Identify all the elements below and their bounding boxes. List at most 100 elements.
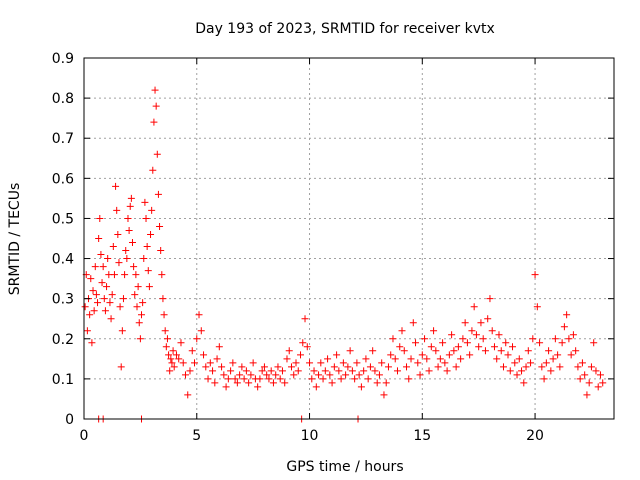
data-point <box>206 359 214 367</box>
data-point <box>371 367 379 375</box>
data-point <box>412 339 420 347</box>
x-tick-label: 15 <box>413 428 431 444</box>
data-point <box>202 363 210 371</box>
x-tick-label: 20 <box>526 428 544 444</box>
data-point <box>240 375 248 383</box>
data-point <box>527 359 535 367</box>
data-point <box>115 259 123 267</box>
data-point <box>90 307 98 315</box>
data-point <box>488 327 496 335</box>
data-point <box>119 295 127 303</box>
y-tick-label: 0.3 <box>52 292 74 308</box>
y-tick-label: 0.2 <box>52 332 74 348</box>
data-point <box>330 363 338 371</box>
data-point <box>506 367 514 375</box>
data-point <box>121 271 129 279</box>
data-point <box>335 367 343 375</box>
data-point <box>549 355 557 363</box>
data-point <box>407 355 415 363</box>
data-point <box>134 283 142 291</box>
data-point <box>344 363 352 371</box>
data-point <box>242 367 250 375</box>
data-point <box>574 363 582 371</box>
data-point <box>170 363 178 371</box>
y-tick-label: 0.8 <box>52 91 74 107</box>
data-point <box>209 367 217 375</box>
data-point <box>139 299 147 307</box>
data-point <box>148 206 156 214</box>
data-point <box>315 371 323 379</box>
data-point <box>378 359 386 367</box>
plot-frame <box>83 57 615 420</box>
data-point <box>599 379 607 387</box>
data-point <box>319 375 327 383</box>
data-point <box>220 371 228 379</box>
data-point <box>297 351 305 359</box>
data-point <box>495 331 503 339</box>
data-point <box>308 375 316 383</box>
data-point <box>96 214 104 222</box>
data-point <box>114 230 122 238</box>
data-point <box>393 367 401 375</box>
data-point <box>140 255 148 263</box>
data-point <box>590 339 598 347</box>
data-point <box>152 102 160 110</box>
data-point <box>86 311 94 319</box>
data-point <box>484 315 492 323</box>
data-point <box>113 206 121 214</box>
data-point <box>326 371 334 379</box>
data-point <box>439 339 447 347</box>
data-point <box>486 295 494 303</box>
data-point <box>583 391 591 399</box>
y-tick-label: 0.1 <box>52 372 74 388</box>
data-point <box>355 371 363 379</box>
data-point <box>249 359 257 367</box>
data-point <box>509 343 517 351</box>
data-point <box>448 331 456 339</box>
data-point <box>167 355 175 363</box>
data-point <box>276 375 284 383</box>
data-point <box>310 367 318 375</box>
data-point <box>565 335 573 343</box>
data-point <box>108 291 116 299</box>
data-point <box>91 263 99 271</box>
data-point <box>441 359 449 367</box>
data-point <box>373 379 381 387</box>
data-point <box>389 335 397 343</box>
data-point <box>312 383 320 391</box>
data-point <box>149 166 157 174</box>
data-point <box>403 363 411 371</box>
data-point <box>452 363 460 371</box>
data-point <box>100 295 108 303</box>
data-point <box>581 371 589 379</box>
data-point <box>88 339 96 347</box>
data-point <box>339 359 347 367</box>
data-point <box>328 379 336 387</box>
data-point <box>110 271 118 279</box>
data-point <box>227 367 235 375</box>
data-point <box>168 359 176 367</box>
data-point <box>147 230 155 238</box>
data-point <box>287 363 295 371</box>
data-point <box>158 271 166 279</box>
data-point <box>150 118 158 126</box>
data-point <box>83 327 91 335</box>
data-point <box>425 367 433 375</box>
data-point <box>143 243 151 251</box>
data-point <box>299 339 307 347</box>
data-point <box>125 226 133 234</box>
data-point <box>303 343 311 351</box>
data-point <box>497 347 505 355</box>
data-point <box>133 303 141 311</box>
data-point <box>272 371 280 379</box>
data-point <box>499 363 507 371</box>
data-point <box>531 271 539 279</box>
data-point <box>107 315 115 323</box>
data-point <box>157 247 165 255</box>
data-point <box>95 235 103 242</box>
y-tick-label: 0 <box>65 412 74 428</box>
data-point <box>360 367 368 375</box>
data-point <box>369 347 377 355</box>
data-point <box>92 291 100 299</box>
data-point <box>351 375 359 383</box>
